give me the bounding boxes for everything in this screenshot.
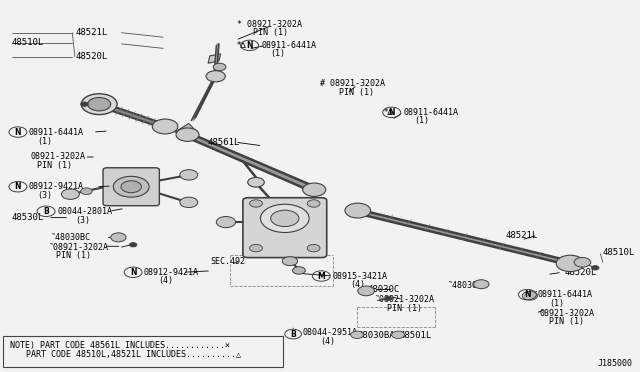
FancyBboxPatch shape	[103, 168, 159, 206]
Text: 48520L: 48520L	[76, 52, 108, 61]
Circle shape	[307, 244, 320, 252]
Text: PIN (1): PIN (1)	[549, 317, 584, 326]
Text: 08911-6441A: 08911-6441A	[29, 128, 84, 137]
Text: 08911-6441A: 08911-6441A	[538, 290, 593, 299]
Text: (3): (3)	[37, 191, 52, 200]
Text: * 08921-3202A: * 08921-3202A	[237, 20, 302, 29]
Text: PIN (1): PIN (1)	[253, 28, 288, 37]
Text: 48520L: 48520L	[564, 268, 596, 277]
Circle shape	[591, 266, 599, 270]
Text: *∆: *∆	[384, 108, 394, 117]
Text: (1): (1)	[37, 137, 52, 146]
Circle shape	[129, 243, 137, 247]
Polygon shape	[208, 54, 221, 63]
Circle shape	[351, 331, 364, 339]
Circle shape	[111, 233, 126, 242]
Text: M: M	[317, 272, 325, 280]
Text: 48501L: 48501L	[400, 331, 432, 340]
Text: PIN (1): PIN (1)	[56, 251, 92, 260]
Circle shape	[250, 244, 262, 252]
Text: 08921-3202A: 08921-3202A	[31, 153, 86, 161]
Circle shape	[574, 257, 591, 267]
Polygon shape	[178, 124, 195, 137]
Circle shape	[292, 267, 305, 274]
Text: 08044-2951A: 08044-2951A	[302, 328, 357, 337]
Text: 48521L: 48521L	[76, 28, 108, 37]
Text: (4): (4)	[159, 276, 173, 285]
Text: (1): (1)	[415, 116, 429, 125]
Circle shape	[176, 128, 199, 141]
FancyBboxPatch shape	[243, 198, 326, 257]
Text: PIN (1): PIN (1)	[339, 88, 374, 97]
Text: N: N	[388, 108, 395, 117]
Circle shape	[556, 255, 584, 272]
Text: 48510L: 48510L	[603, 248, 635, 257]
Text: N: N	[130, 268, 136, 277]
Text: ‶48030BC: ‶48030BC	[51, 233, 92, 242]
Text: PIN (1): PIN (1)	[387, 304, 422, 312]
Circle shape	[180, 170, 198, 180]
Circle shape	[81, 94, 117, 115]
Circle shape	[260, 204, 309, 232]
Text: NOTE) PART CODE 48561L INCLUDES............×: NOTE) PART CODE 48561L INCLUDES.........…	[10, 341, 230, 350]
Text: J185000: J185000	[597, 359, 632, 368]
Text: 08911-6441A: 08911-6441A	[261, 41, 316, 50]
FancyBboxPatch shape	[3, 336, 283, 367]
Text: 08921-3202A: 08921-3202A	[540, 309, 595, 318]
Circle shape	[81, 102, 88, 106]
Text: N: N	[246, 41, 253, 50]
Circle shape	[358, 286, 374, 296]
Text: 48030BA: 48030BA	[357, 331, 395, 340]
Circle shape	[392, 331, 404, 339]
Circle shape	[303, 183, 326, 196]
Circle shape	[282, 257, 298, 266]
Circle shape	[307, 200, 320, 207]
Text: 08044-2801A: 08044-2801A	[58, 207, 113, 216]
Text: 08915-3421A: 08915-3421A	[333, 272, 388, 280]
Text: B: B	[44, 207, 49, 216]
Circle shape	[271, 210, 299, 227]
Text: N: N	[15, 182, 21, 191]
Circle shape	[61, 189, 79, 199]
Circle shape	[81, 188, 92, 195]
Text: B: B	[291, 330, 296, 339]
Text: 48521L: 48521L	[506, 231, 538, 240]
Text: (3): (3)	[76, 216, 90, 225]
Text: SEC.492: SEC.492	[210, 257, 245, 266]
Circle shape	[121, 181, 141, 193]
Text: ‶48030BC: ‶48030BC	[448, 281, 488, 290]
Circle shape	[88, 97, 111, 111]
Circle shape	[206, 71, 225, 82]
Text: 48530L: 48530L	[12, 213, 44, 222]
Circle shape	[248, 177, 264, 187]
Circle shape	[385, 296, 392, 301]
Text: N: N	[524, 290, 531, 299]
Text: 08911-6441A: 08911-6441A	[403, 108, 458, 117]
Text: PIN (1): PIN (1)	[37, 161, 72, 170]
Circle shape	[474, 280, 489, 289]
Text: (1): (1)	[270, 49, 285, 58]
Circle shape	[180, 197, 198, 208]
Text: ‶08921-3202A: ‶08921-3202A	[374, 295, 435, 304]
Text: 48561L: 48561L	[208, 138, 240, 147]
Text: PART CODE 48510L,48521L INCLUDES..........△: PART CODE 48510L,48521L INCLUDES........…	[26, 350, 241, 359]
Text: (1): (1)	[549, 299, 564, 308]
Text: # 08921-3202A: # 08921-3202A	[320, 79, 385, 88]
Text: ‶08921-3202A: ‶08921-3202A	[49, 243, 109, 252]
Text: 08912-9421A: 08912-9421A	[144, 268, 199, 277]
Text: 48030C: 48030C	[368, 285, 400, 294]
Circle shape	[216, 217, 236, 228]
Circle shape	[250, 200, 262, 207]
Circle shape	[522, 291, 538, 300]
Circle shape	[152, 119, 178, 134]
Circle shape	[345, 203, 371, 218]
Text: 08912-9421A: 08912-9421A	[29, 182, 84, 191]
Text: 48510L: 48510L	[12, 38, 44, 47]
Text: N: N	[15, 128, 21, 137]
Circle shape	[113, 176, 149, 197]
Circle shape	[213, 63, 226, 71]
Text: *∆: *∆	[237, 41, 246, 50]
Text: (4): (4)	[351, 280, 365, 289]
Text: (4): (4)	[320, 337, 335, 346]
